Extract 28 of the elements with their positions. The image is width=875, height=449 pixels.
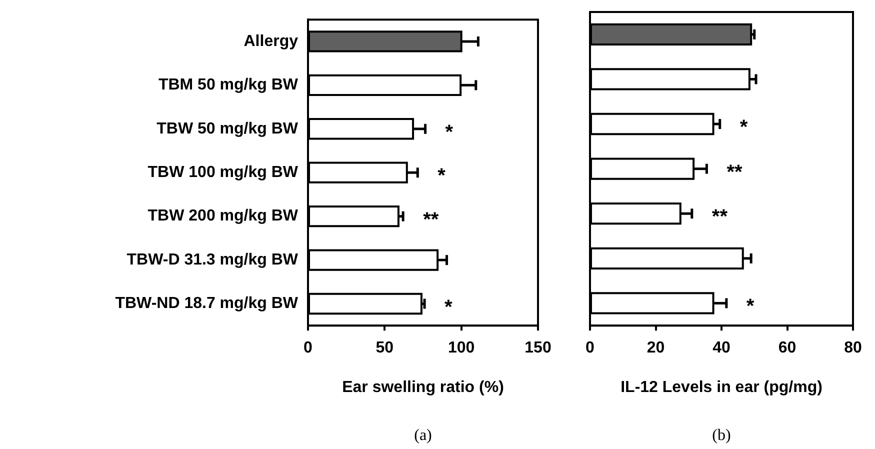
annotation: * [740, 116, 748, 139]
x-axis-title: IL-12 Levels in ear (pg/mg) [620, 378, 822, 396]
annotation: * [445, 121, 454, 144]
text: (b) [712, 427, 731, 444]
x-tick-label: 0 [304, 340, 313, 357]
annotation: ** [423, 208, 439, 231]
y-tick-label: TBW 200 mg/kg BW [148, 208, 299, 225]
x-tick-label: 150 [524, 340, 552, 357]
x-tick-label: 40 [712, 340, 730, 357]
annotation: ** [726, 161, 742, 184]
y-tick-label: TBM 50 mg/kg BW [158, 76, 299, 94]
text: (a) [414, 427, 432, 444]
annotation: * [746, 296, 754, 318]
x-tick-label: 20 [646, 340, 665, 357]
y-tick-label: TBW-ND 18.7 mg/kg BW [115, 295, 299, 312]
y-tick-label: Allergy [244, 32, 298, 50]
y-tick-label: TBW 100 mg/kg BW [148, 164, 299, 182]
x-tick-label: 80 [844, 340, 862, 357]
x-tick-label: 100 [448, 340, 475, 357]
x-tick-label: 50 [376, 340, 394, 357]
y-tick-label: TBW-D 31.3 mg/kg BW [126, 251, 299, 268]
annotation: ** [712, 206, 728, 228]
annotation: * [444, 296, 453, 318]
x-tick-label: 0 [586, 340, 595, 357]
x-axis-title: Ear swelling ratio (%) [342, 378, 504, 396]
x-tick-label: 60 [778, 340, 796, 357]
y-tick-label: TBW 50 mg/kg BW [156, 120, 299, 138]
annotation: * [438, 165, 446, 188]
